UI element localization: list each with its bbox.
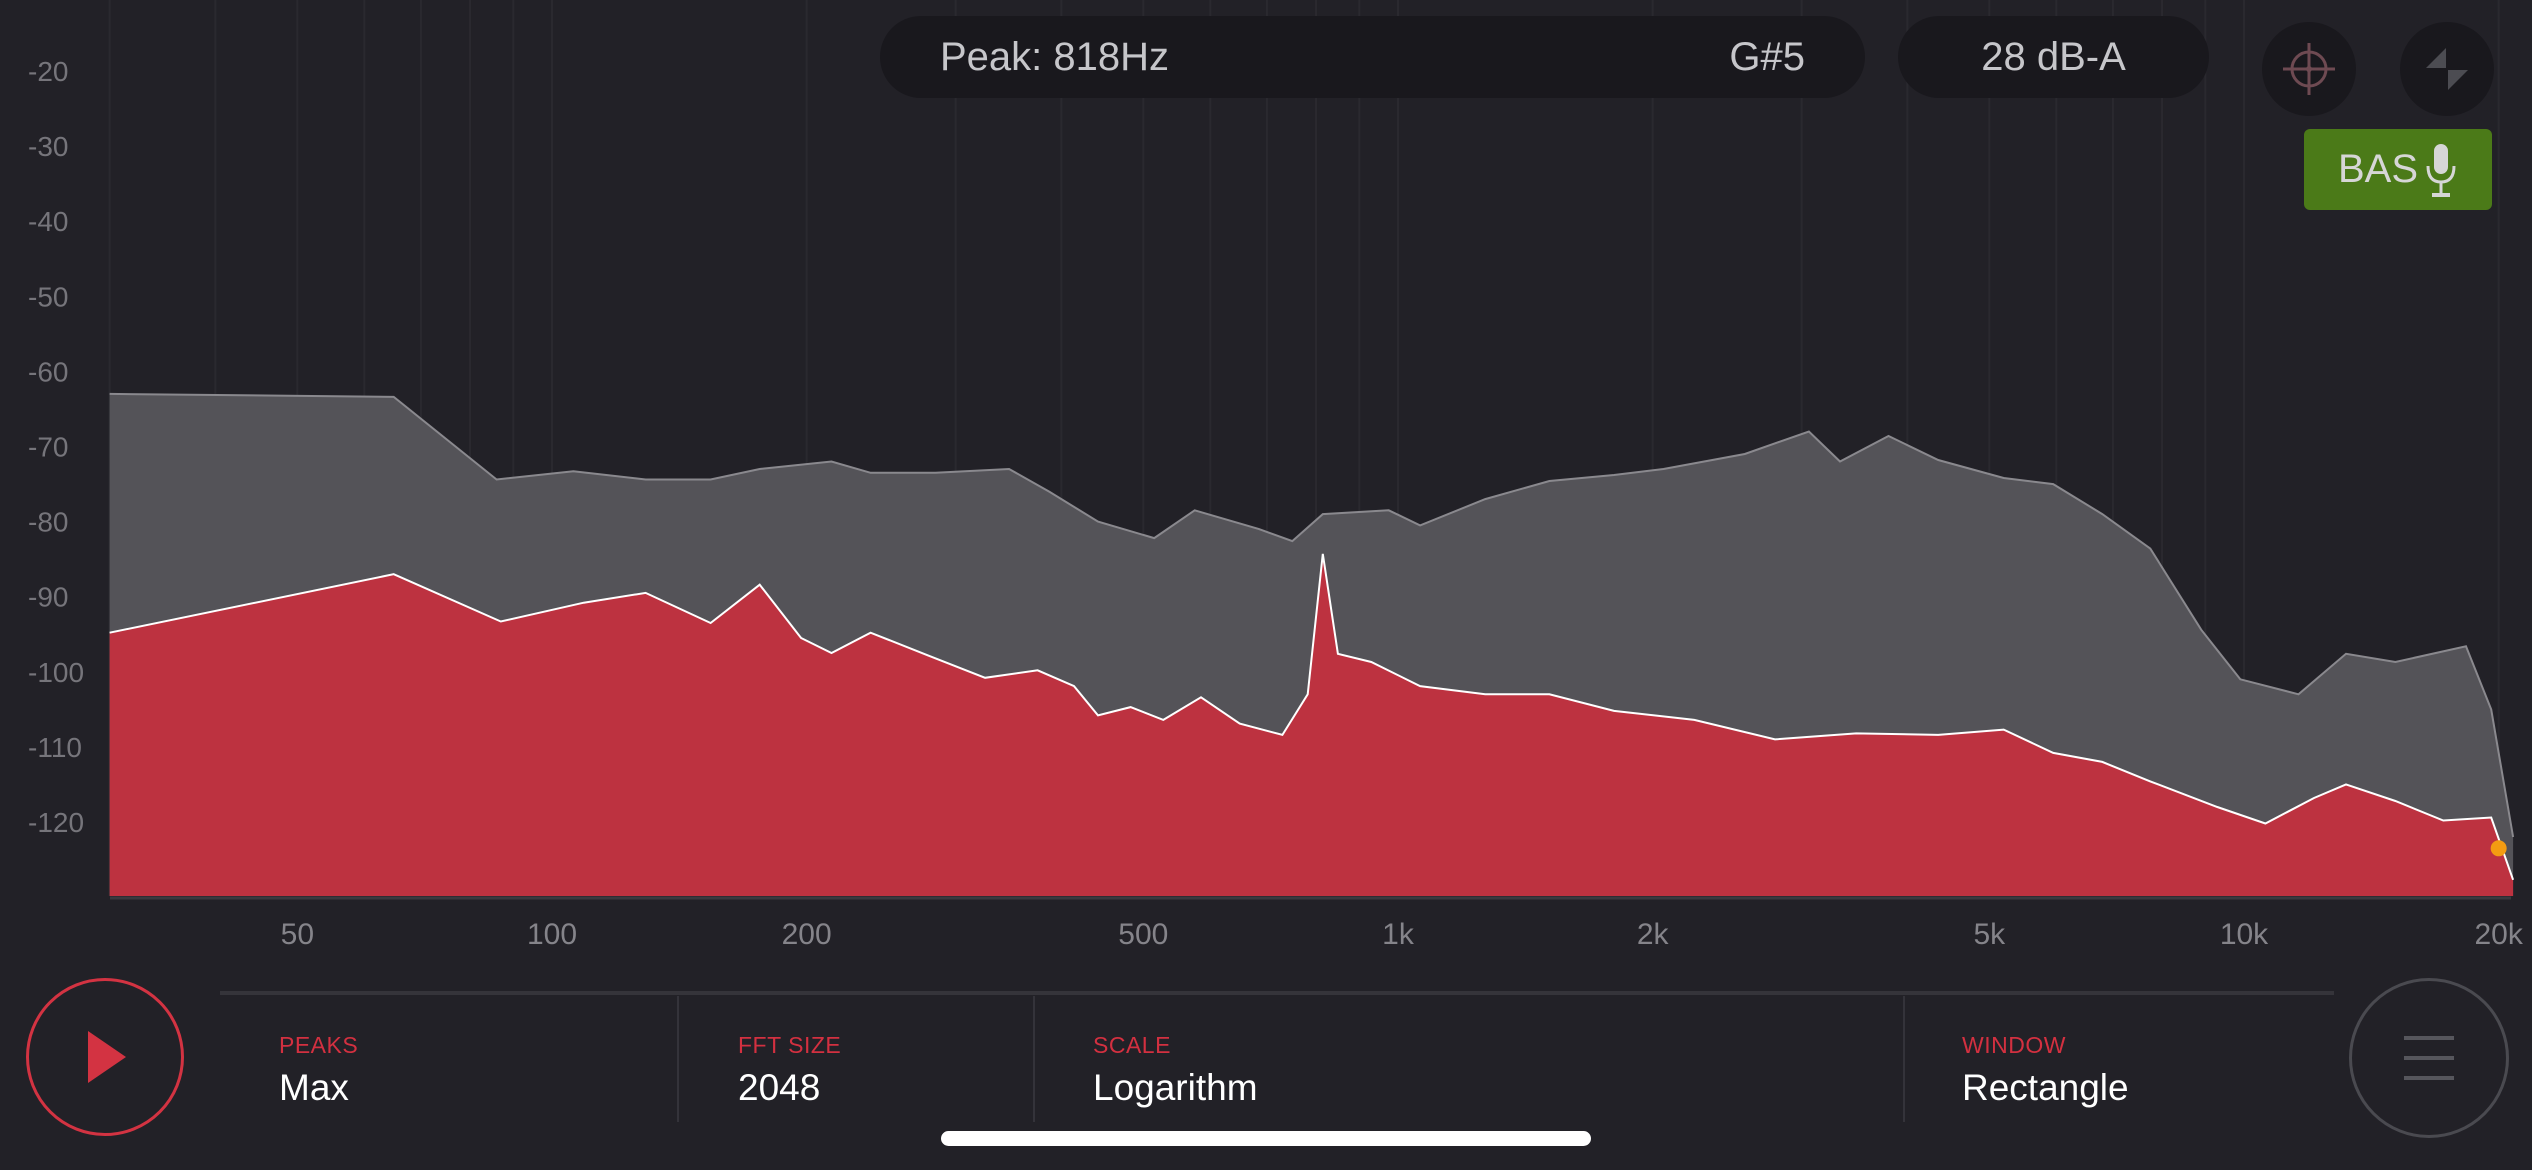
setting-value: Rectangle bbox=[1962, 1067, 2129, 1108]
x-tick-label: 50 bbox=[281, 918, 314, 951]
input-source-label: BAS bbox=[2337, 147, 2419, 191]
home-indicator[interactable] bbox=[941, 1131, 1591, 1146]
target-button[interactable] bbox=[2262, 22, 2356, 116]
collapse-arrows-icon bbox=[2426, 48, 2468, 90]
menu-button[interactable] bbox=[2349, 978, 2509, 1138]
level-readout: 28 dB-A bbox=[1898, 16, 2209, 98]
setting-label: SCALE bbox=[1093, 1032, 1171, 1058]
x-tick-label: 5k bbox=[1973, 918, 2006, 951]
setting-label: PEAKS bbox=[279, 1032, 359, 1058]
y-tick-label: -70 bbox=[28, 432, 68, 463]
y-tick-label: -20 bbox=[28, 56, 68, 87]
x-tick-label: 500 bbox=[1118, 918, 1168, 951]
microphone-icon bbox=[2426, 143, 2456, 197]
peak-hold-area-line bbox=[109, 392, 2515, 838]
setting-label: WINDOW bbox=[1962, 1032, 2066, 1058]
spectrum-chart[interactable]: -20 -30 -40 -50 -60 -70 -80 -90 -100 -110 -120 50 10… bbox=[0, 0, 2532, 960]
play-icon bbox=[88, 1031, 126, 1083]
y-tick-label: -40 bbox=[28, 206, 68, 237]
level-value: 28 dB-A bbox=[1981, 34, 2126, 79]
x-tick-label: 2k bbox=[1637, 918, 1670, 951]
column-divider bbox=[1033, 996, 1035, 1122]
peak-readout: Peak: 818Hz G#5 bbox=[880, 16, 1865, 98]
current-spectrum-area bbox=[109, 553, 2514, 896]
x-tick-label: 100 bbox=[527, 918, 577, 951]
y-tick-label: -120 bbox=[28, 807, 84, 838]
input-source-button[interactable]: BAS bbox=[2304, 129, 2492, 210]
menu-line bbox=[2404, 1076, 2454, 1080]
x-tick-label: 10k bbox=[2220, 918, 2269, 951]
setting-peaks[interactable]: PEAKS Max bbox=[279, 1032, 358, 1109]
column-divider bbox=[1903, 996, 1905, 1122]
peak-note: G#5 bbox=[1729, 34, 1805, 79]
menu-line bbox=[2404, 1056, 2454, 1060]
setting-value: Logarithm bbox=[1093, 1067, 1258, 1108]
y-tick-label: -30 bbox=[28, 131, 68, 162]
setting-label: FFT SIZE bbox=[738, 1032, 842, 1058]
peak-marker bbox=[2490, 840, 2507, 857]
y-tick-label: -80 bbox=[28, 507, 68, 538]
setting-fft-size[interactable]: FFT SIZE 2048 bbox=[738, 1032, 841, 1109]
y-tick-label: -90 bbox=[28, 582, 68, 613]
current-spectrum-area-line bbox=[109, 553, 2515, 881]
x-tick-label: 1k bbox=[1382, 918, 1415, 951]
y-tick-label: -110 bbox=[28, 732, 82, 763]
x-tick-label: 20k bbox=[2474, 918, 2523, 951]
y-tick-label: -50 bbox=[28, 281, 68, 312]
peak-frequency: Peak: 818Hz bbox=[940, 34, 1170, 79]
setting-scale[interactable]: SCALE Logarithm bbox=[1093, 1032, 1258, 1109]
setting-value: 2048 bbox=[738, 1067, 821, 1108]
column-divider bbox=[677, 996, 679, 1122]
y-tick-label: -100 bbox=[28, 657, 84, 688]
setting-value: Max bbox=[279, 1067, 349, 1108]
crosshair-icon bbox=[2283, 43, 2335, 95]
y-tick-label: -60 bbox=[28, 356, 68, 387]
fullscreen-button[interactable] bbox=[2400, 22, 2494, 116]
x-tick-label: 200 bbox=[782, 918, 832, 951]
settings-divider bbox=[220, 991, 2334, 995]
play-button[interactable] bbox=[26, 978, 184, 1136]
hamburger-menu-icon bbox=[2404, 1036, 2454, 1040]
setting-window[interactable]: WINDOW Rectangle bbox=[1962, 1032, 2129, 1109]
